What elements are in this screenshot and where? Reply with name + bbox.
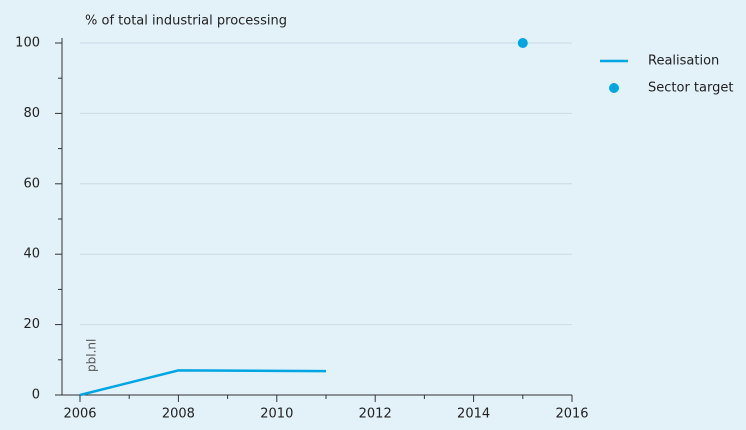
line <box>79 369 327 397</box>
x-tick-label: 2012 <box>359 407 392 422</box>
x-tick-label: 2008 <box>162 407 195 422</box>
legend-label: Realisation <box>648 54 719 69</box>
y-tick-label: 20 <box>23 317 40 332</box>
legend-dot <box>609 83 619 93</box>
y-tick-label: 100 <box>15 36 40 51</box>
y-tick-label: 60 <box>23 176 40 191</box>
y-axis-label: % of total industrial processing <box>85 14 287 29</box>
point <box>517 38 528 48</box>
x-tick-label: 2010 <box>260 407 293 422</box>
watermark: pbl.nl <box>85 339 99 372</box>
y-tick-label: 0 <box>32 388 40 403</box>
x-tick-label: 2016 <box>555 407 588 422</box>
y-tick-label: 80 <box>23 106 40 121</box>
x-tick-label: 2006 <box>63 407 96 422</box>
legend-label: Sector target <box>648 81 733 96</box>
x-tick-label: 2014 <box>457 407 490 422</box>
y-tick-label: 40 <box>23 247 40 262</box>
